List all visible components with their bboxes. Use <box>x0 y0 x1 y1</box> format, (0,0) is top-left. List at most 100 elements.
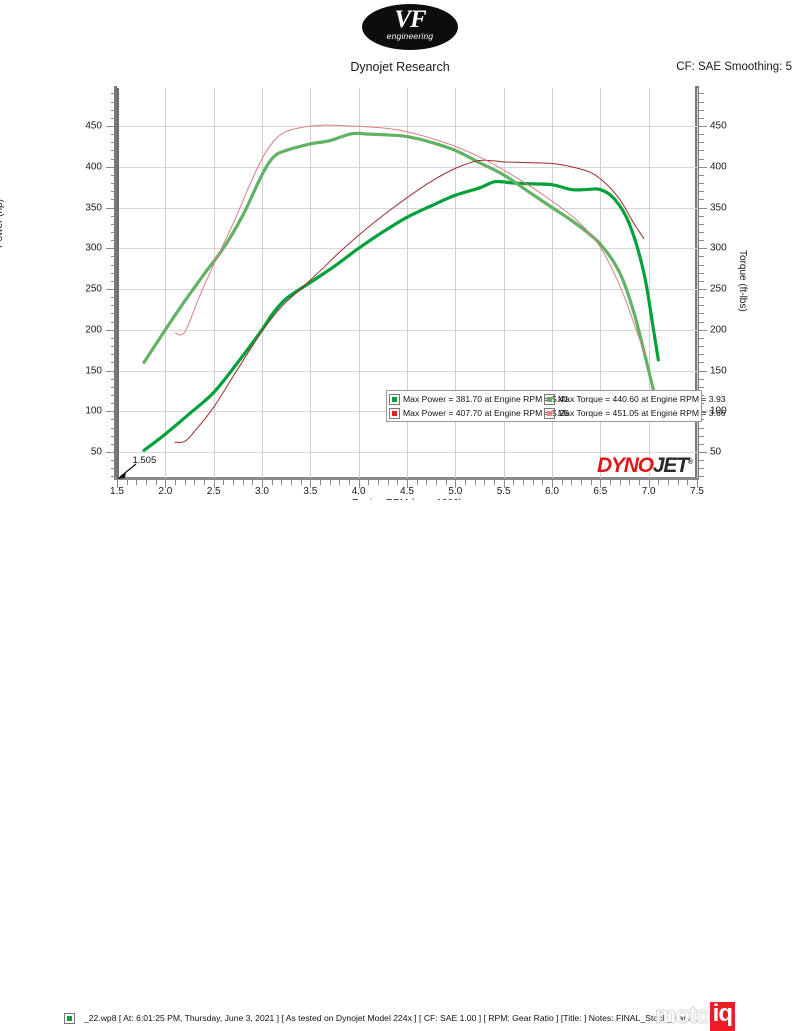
axis-minor-tick <box>699 476 704 478</box>
axis-minor-tick <box>111 191 116 193</box>
axis-minor-tick <box>699 158 704 160</box>
axis-minor-tick <box>111 93 116 95</box>
axis-minor-tick <box>513 480 515 485</box>
y-axis-left-tick-label: 150 <box>85 365 102 376</box>
legend-label: Max Power = 381.70 at Engine RPM = 5.41 <box>403 394 569 404</box>
axis-minor-tick <box>111 142 116 144</box>
axis-minor-tick <box>300 480 302 485</box>
motoiq-logo-part2: iq <box>712 999 733 1027</box>
chart-curve <box>174 124 647 357</box>
x-axis-tick-label: 2.0 <box>158 486 173 497</box>
axis-tick <box>310 480 312 488</box>
axis-minor-tick <box>378 480 379 485</box>
axis-minor-tick <box>111 134 116 136</box>
axis-minor-tick <box>699 264 704 266</box>
axis-minor-tick <box>111 313 116 315</box>
axis-minor-tick <box>111 264 116 266</box>
axis-minor-tick <box>699 215 704 217</box>
dynojet-logo-part2: JET <box>652 454 689 477</box>
gridline-vertical <box>262 88 263 478</box>
axis-minor-tick <box>271 480 273 485</box>
axis-minor-tick <box>699 272 704 274</box>
axis-minor-tick <box>699 134 704 136</box>
axis-minor-tick <box>126 480 128 485</box>
gridline-vertical <box>358 88 360 478</box>
axis-minor-tick <box>111 231 116 233</box>
axis-minor-tick <box>699 256 704 258</box>
axis-tick <box>503 480 505 488</box>
legend-item-torque-green: Max Torque = 440.60 at Engine RPM = 3.93 <box>544 393 726 405</box>
axis-tick <box>699 207 707 209</box>
legend-item-power-red: Max Power = 407.70 at Engine RPM = 5.25 <box>389 407 569 419</box>
axis-minor-tick <box>639 480 640 485</box>
axis-tick <box>699 452 707 453</box>
y-axis-left-title: Power (hp) <box>0 199 5 248</box>
y-axis-right-tick-label: 150 <box>710 365 727 376</box>
legend-row: Max Power = 381.70 at Engine RPM = 5.41 … <box>389 392 726 406</box>
axis-tick <box>699 329 707 331</box>
axis-minor-tick <box>699 443 704 445</box>
axis-minor-tick <box>484 480 486 485</box>
axis-minor-tick <box>184 480 186 485</box>
axis-minor-tick <box>111 150 116 152</box>
axis-minor-tick <box>111 386 116 388</box>
axis-minor-tick <box>677 480 679 485</box>
y-axis-right-tick-label: 50 <box>710 446 722 458</box>
chart-legend: Max Power = 381.70 at Engine RPM = 5.41 … <box>386 390 726 422</box>
legend-swatch-red-power <box>389 407 400 419</box>
axis-minor-tick <box>699 183 704 185</box>
rpm-marker-line[interactable] <box>117 88 120 478</box>
axis-minor-tick <box>223 480 225 485</box>
x-axis-tick-label: 3.0 <box>255 486 269 497</box>
axis-tick <box>106 370 114 372</box>
x-axis-tick-label: 1.5 <box>110 486 124 497</box>
axis-minor-tick <box>281 480 283 485</box>
axis-minor-tick <box>111 183 116 185</box>
x-axis-tick-label: 6.5 <box>593 486 608 497</box>
axis-minor-tick <box>291 480 292 485</box>
axis-minor-tick <box>111 476 116 478</box>
dynojet-registered-mark: ® <box>687 459 693 466</box>
axis-minor-tick <box>658 480 660 485</box>
axis-minor-tick <box>111 394 116 396</box>
axis-tick <box>407 480 408 488</box>
y-axis-left-labels: 450 400 350 300 250 200 150 100 50 <box>52 0 102 533</box>
axis-minor-tick <box>474 480 476 485</box>
axis-minor-tick <box>699 435 704 437</box>
axis-minor-tick <box>699 93 704 95</box>
axis-minor-tick <box>397 480 399 485</box>
axis-tick <box>648 480 650 488</box>
y-axis-left-tick-label: 250 <box>85 283 102 295</box>
axis-minor-tick <box>111 346 116 348</box>
axis-tick <box>213 480 215 488</box>
gridline-vertical <box>213 88 215 478</box>
axis-tick <box>699 248 707 250</box>
axis-minor-tick <box>687 480 689 485</box>
axis-minor-tick <box>445 480 447 485</box>
logo-blob <box>362 4 458 50</box>
axis-tick <box>106 207 114 209</box>
axis-tick <box>165 480 167 488</box>
axis-tick <box>358 480 360 488</box>
axis-minor-tick <box>111 280 116 282</box>
x-axis-tick-label: 3.5 <box>303 486 318 497</box>
axis-minor-tick <box>111 240 116 242</box>
y-axis-right-tick-label: 300 <box>710 242 727 254</box>
axis-minor-tick <box>111 117 116 119</box>
axis-minor-tick <box>242 480 244 485</box>
axis-minor-tick <box>494 480 495 485</box>
x-axis-line <box>114 477 699 480</box>
axis-minor-tick <box>111 297 116 299</box>
marker-value-label: 1.505 <box>132 455 157 466</box>
y-axis-left-tick-label: 350 <box>85 202 102 213</box>
axis-minor-tick <box>329 480 331 485</box>
axis-tick <box>552 480 553 488</box>
gridline-vertical <box>165 88 167 478</box>
legend-label: Max Torque = 451.05 at Engine RPM = 3.66 <box>558 408 726 418</box>
axis-minor-tick <box>523 480 524 485</box>
axis-minor-tick <box>233 480 234 485</box>
x-axis-tick-label: 7.0 <box>641 486 656 497</box>
correction-factor-note: CF: SAE Smoothing: 5 <box>676 61 792 73</box>
axis-minor-tick <box>619 480 621 485</box>
